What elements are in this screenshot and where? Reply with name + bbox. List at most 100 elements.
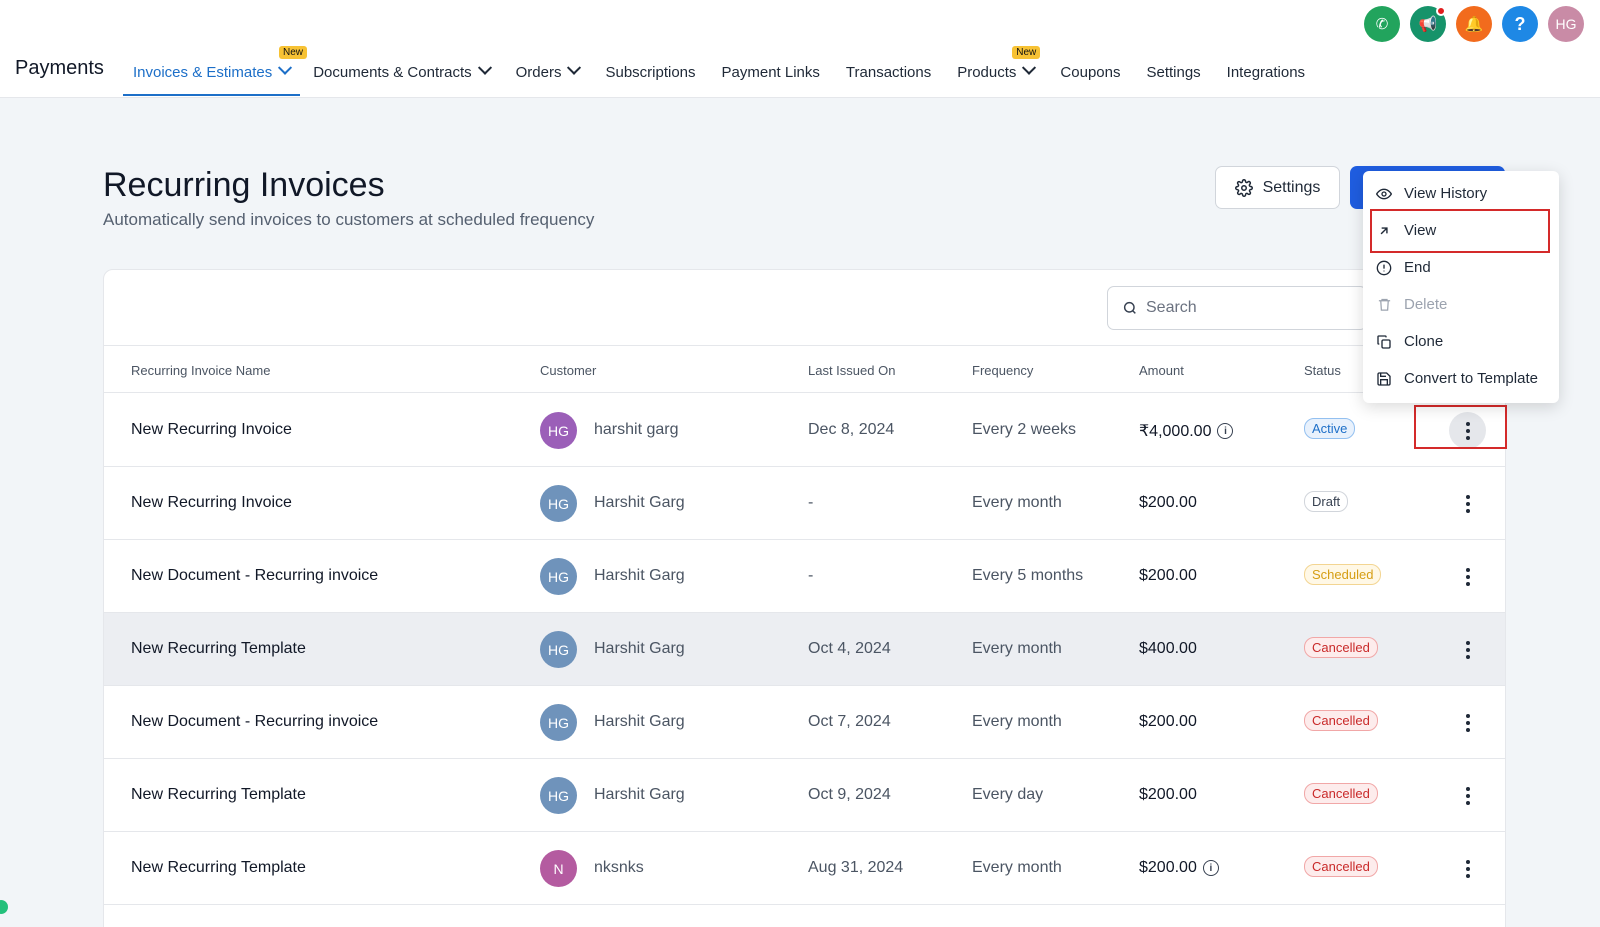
- nav-label: Coupons: [1060, 63, 1121, 81]
- invoice-name[interactable]: New Recurring Template: [131, 859, 306, 876]
- menu-item-view[interactable]: View: [1363, 212, 1559, 249]
- nav-label: Products: [957, 63, 1017, 81]
- nav-integrations[interactable]: Integrations: [1214, 50, 1318, 94]
- main-nav: New Invoices & Estimates Documents & Con…: [123, 46, 1318, 96]
- customer-avatar: HG: [540, 558, 577, 595]
- nav-subscriptions[interactable]: Subscriptions: [592, 50, 708, 94]
- nav-transactions[interactable]: Transactions: [833, 50, 944, 94]
- row-menu-button[interactable]: [1449, 850, 1486, 887]
- row-menu-button[interactable]: [1449, 777, 1486, 814]
- invoice-name[interactable]: New Recurring Template: [131, 786, 306, 803]
- nav-payment-links[interactable]: Payment Links: [709, 50, 833, 94]
- customer-name: nksnks: [594, 859, 644, 876]
- chevron-down-icon: [1022, 60, 1037, 75]
- save-icon: [1375, 371, 1393, 387]
- customer-avatar: HG: [540, 777, 577, 814]
- invoice-name[interactable]: New Recurring Invoice: [131, 421, 292, 438]
- dot: [1465, 581, 1470, 586]
- amount-value: $200.00: [1139, 786, 1197, 803]
- table-row[interactable]: New Document - Recurring invoice HG Harshi…: [104, 540, 1505, 613]
- frequency: Every 2 weeks: [972, 421, 1077, 438]
- info-icon[interactable]: i: [1217, 423, 1234, 439]
- column-header[interactable]: Customer: [540, 363, 597, 378]
- menu-item-label: End: [1404, 259, 1431, 276]
- table-row[interactable]: New Recurring Invoice HG Harshit Garg - Ever…: [104, 467, 1505, 540]
- dot: [1465, 494, 1470, 499]
- amount: $200.00: [1139, 786, 1197, 804]
- menu-item-view-history[interactable]: View History: [1363, 175, 1559, 212]
- nav-settings[interactable]: Settings: [1133, 50, 1213, 94]
- user-avatar[interactable]: HG: [1548, 6, 1584, 42]
- settings-button[interactable]: Settings: [1215, 166, 1340, 209]
- row-menu-button[interactable]: [1449, 412, 1486, 449]
- last-issued-date: Oct 7, 2024: [808, 713, 891, 730]
- table-row[interactable]: New Recurring Invoice HG harshit garg Dec 8…: [104, 394, 1505, 467]
- search-input[interactable]: Search: [1107, 286, 1367, 330]
- row-menu-button[interactable]: [1449, 558, 1486, 595]
- column-header[interactable]: Recurring Invoice Name: [131, 363, 271, 378]
- row-menu-button[interactable]: [1449, 631, 1486, 668]
- nav-label: Invoices & Estimates: [133, 63, 273, 81]
- bell-icon[interactable]: 🔔: [1456, 6, 1492, 42]
- invoices-table-card: Search Recurring Invoice Name Customer L…: [103, 269, 1506, 927]
- table-row[interactable]: New Recurring Template HG Harshit Garg Oct …: [104, 759, 1505, 832]
- frequency: Every day: [972, 786, 1044, 803]
- last-issued-date: Aug 31, 2024: [808, 859, 904, 876]
- table-row[interactable]: New Document - Recurring invoice HG Harshi…: [104, 686, 1505, 759]
- dot: [1465, 574, 1470, 579]
- dot: [1465, 800, 1470, 805]
- column-header[interactable]: Frequency: [972, 363, 1034, 378]
- invoice-name[interactable]: New Recurring Template: [131, 640, 306, 657]
- nav-documents-contracts[interactable]: Documents & Contracts: [300, 50, 502, 94]
- table-row[interactable]: New Recurring Template HG Harshit Garg Oct …: [104, 613, 1505, 686]
- amount: $200.00: [1139, 494, 1197, 512]
- status-badge: Cancelled: [1304, 637, 1378, 658]
- chevron-down-icon: [567, 60, 582, 75]
- column-header[interactable]: Status: [1304, 363, 1341, 378]
- menu-item-delete: Delete: [1363, 286, 1559, 323]
- menu-item-convert-to-template[interactable]: Convert to Template: [1363, 360, 1559, 397]
- arrow-up-right-icon: [1375, 224, 1393, 238]
- customer-avatar: HG: [540, 704, 577, 741]
- header-icons: ✆ 📢 🔔 ? HG: [1364, 6, 1584, 42]
- dot: [1465, 859, 1470, 864]
- invoice-name[interactable]: New Document - Recurring invoice: [131, 713, 379, 730]
- phone-icon[interactable]: ✆: [1364, 6, 1400, 42]
- nav-orders[interactable]: Orders: [503, 50, 593, 94]
- customer-name: harshit garg: [594, 421, 679, 438]
- invoice-name[interactable]: New Recurring Invoice: [131, 494, 292, 511]
- dot: [1465, 727, 1470, 732]
- page-subtitle: Automatically send invoices to customers…: [103, 210, 595, 229]
- status-badge: Cancelled: [1304, 856, 1378, 877]
- row-menu-button[interactable]: [1449, 704, 1486, 741]
- dot: [1465, 501, 1470, 506]
- customer-name: Harshit Garg: [594, 713, 685, 730]
- dot: [1465, 793, 1470, 798]
- chevron-down-icon: [278, 60, 293, 75]
- dot: [1465, 435, 1470, 440]
- menu-item-end[interactable]: End: [1363, 249, 1559, 286]
- nav-label: Settings: [1146, 63, 1201, 81]
- dot: [1465, 713, 1470, 718]
- invoice-name[interactable]: New Document - Recurring invoice: [131, 567, 379, 584]
- nav-products[interactable]: New Products: [944, 46, 1047, 94]
- dot: [1465, 720, 1470, 725]
- nav-coupons[interactable]: Coupons: [1047, 50, 1133, 94]
- menu-item-clone[interactable]: Clone: [1363, 323, 1559, 360]
- customer-avatar: N: [540, 850, 577, 887]
- megaphone-icon[interactable]: 📢: [1410, 6, 1446, 42]
- row-menu-button[interactable]: [1449, 485, 1486, 522]
- column-header[interactable]: Last Issued On: [808, 363, 896, 378]
- amount: $400.00: [1139, 640, 1197, 658]
- amount-value: ₹4,000.00: [1139, 423, 1212, 440]
- nav-invoices-estimates[interactable]: New Invoices & Estimates: [123, 46, 308, 96]
- dot: [1465, 421, 1470, 426]
- menu-item-label: Delete: [1404, 296, 1448, 313]
- top-header: ✆ 📢 🔔 ? HG Payments New Invoices & Estim…: [0, 0, 1600, 98]
- info-icon[interactable]: i: [1202, 860, 1219, 876]
- column-header[interactable]: Amount: [1139, 363, 1184, 378]
- help-icon[interactable]: ?: [1502, 6, 1538, 42]
- amount: ₹4,000.00 i: [1139, 421, 1234, 441]
- last-issued-date: -: [808, 567, 814, 584]
